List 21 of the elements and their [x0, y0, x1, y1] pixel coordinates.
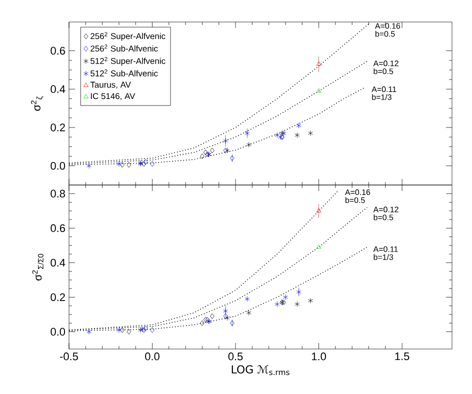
legend-label: 512$^{2}$ Super-Alfvenic — [90, 56, 166, 66]
x-tick-label: 1.5 — [395, 352, 410, 360]
x-tick-label: 1.0 — [312, 352, 326, 360]
legend-label: 256$^{2}$ Sub-Alfvenic — [90, 44, 158, 52]
legend-label: 512$^{2}$ Sub-Alfvenic — [90, 69, 158, 76]
x-tick-label: 0.5 — [228, 352, 243, 360]
y-tick-label: 0.0 — [50, 162, 66, 170]
y-tick-label: 0.6 — [50, 46, 65, 55]
legend-label: 256$^{2}$ Super-Alfvenic — [90, 32, 166, 41]
legend-label: Taurus, AV — [90, 82, 131, 89]
y-tick-label: 0.2 — [50, 124, 65, 132]
y-tick-label: 0.8 — [50, 190, 65, 198]
y-tick-label: 0.0 — [50, 328, 66, 336]
x-axis-title: LOG ℳ$_{s.rms}$ — [232, 365, 290, 376]
y-tick-label: 0.4 — [50, 258, 66, 267]
x-tick-label: 0.0 — [145, 352, 160, 360]
y-tick-label: 0.2 — [50, 293, 65, 302]
y-tick-label: 0.4 — [50, 85, 66, 93]
legend-label: IC 5146, AV — [90, 93, 136, 100]
x-tick-label: -0.5 — [60, 352, 78, 360]
y-tick-label: 0.6 — [50, 224, 65, 232]
